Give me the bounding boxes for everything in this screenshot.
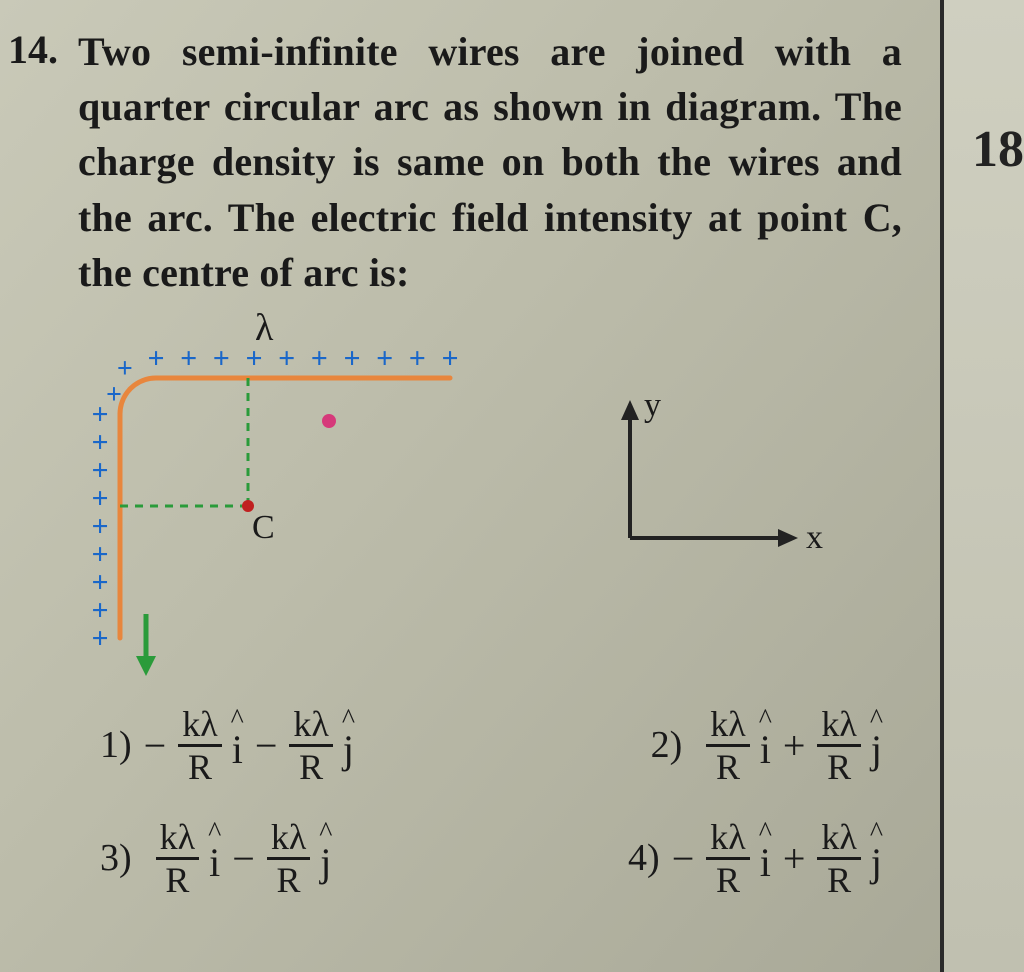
option-1-j-hat: j	[343, 718, 354, 773]
side-number: 18	[972, 120, 1024, 179]
option-3-mid: −	[230, 835, 257, 882]
option-4: 4) − kλ R i + kλ R j	[628, 819, 882, 898]
option-3-frac2: kλ R	[267, 819, 310, 898]
svg-text:λ: λ	[255, 308, 274, 349]
question-number: 14.	[8, 26, 58, 73]
diagram-svg: +++++++++++++++++++++Cλxy	[70, 308, 910, 688]
svg-text:+: +	[278, 342, 295, 375]
pink-marker-dot	[322, 414, 336, 428]
option-1: 1) − kλ R i − kλ R j	[100, 706, 354, 785]
option-2-label: 2)	[651, 723, 683, 767]
svg-text:+: +	[376, 342, 393, 375]
option-1-frac1: kλ R	[178, 706, 221, 785]
svg-text:+: +	[180, 342, 197, 375]
option-4-label: 4)	[628, 836, 660, 880]
option-row-1: 1) − kλ R i − kλ R j 2) kλ R i + kλ	[70, 706, 912, 785]
option-2-frac1: kλ R	[706, 706, 749, 785]
option-1-sign1: −	[142, 722, 169, 769]
right-page-strip: 18	[940, 0, 1024, 972]
svg-text:C: C	[252, 509, 275, 546]
option-2-frac2: kλ R	[817, 706, 860, 785]
option-3-label: 3)	[100, 836, 132, 880]
option-2: 2) kλ R i + kλ R j	[651, 706, 882, 785]
option-1-label: 1)	[100, 723, 132, 767]
option-1-i-hat: i	[232, 718, 243, 773]
svg-text:y: y	[644, 387, 661, 424]
diagram: +++++++++++++++++++++Cλxy	[70, 308, 910, 688]
option-2-i-hat: i	[760, 718, 771, 773]
svg-text:+: +	[311, 342, 328, 375]
option-4-frac2: kλ R	[817, 819, 860, 898]
svg-text:+: +	[409, 342, 426, 375]
option-1-frac2: kλ R	[289, 706, 332, 785]
option-4-frac1: kλ R	[706, 819, 749, 898]
option-4-i-hat: i	[760, 831, 771, 886]
option-4-j-hat: j	[871, 831, 882, 886]
option-1-mid: −	[253, 722, 280, 769]
option-3-frac1: kλ R	[156, 819, 199, 898]
svg-text:+: +	[106, 380, 122, 411]
page: 14. Two semi-infinite wires are joined w…	[0, 0, 940, 972]
option-3-j-hat: j	[320, 831, 331, 886]
option-4-mid: +	[781, 835, 808, 882]
svg-text:+: +	[147, 342, 164, 375]
svg-text:+: +	[91, 622, 108, 655]
option-3: 3) kλ R i − kλ R j	[100, 819, 331, 898]
svg-text:+: +	[343, 342, 360, 375]
option-2-j-hat: j	[871, 718, 882, 773]
svg-text:+: +	[441, 342, 458, 375]
svg-text:x: x	[806, 519, 823, 556]
option-row-2: 3) kλ R i − kλ R j 4) − kλ R i + kλ	[70, 819, 912, 898]
option-3-i-hat: i	[209, 831, 220, 886]
option-2-mid: +	[781, 722, 808, 769]
question-text: Two semi-infinite wires are joined with …	[78, 24, 902, 300]
svg-text:+: +	[213, 342, 230, 375]
option-4-sign1: −	[670, 835, 697, 882]
